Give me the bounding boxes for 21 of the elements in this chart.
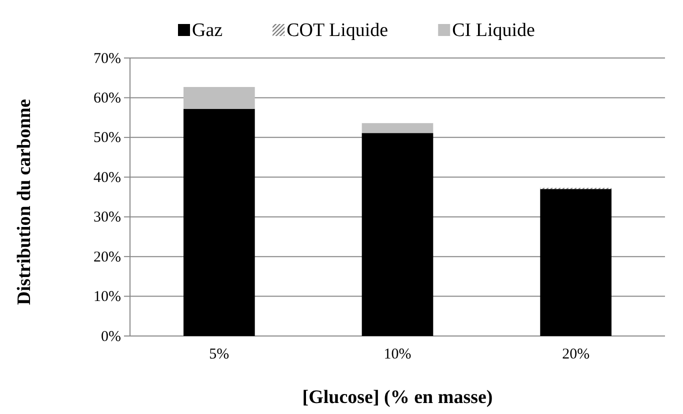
y-tick-label: 0% [101, 328, 121, 345]
x-axis-title: [Glucose] (% en masse) [302, 387, 493, 408]
legend-label: COT Liquide [286, 20, 388, 41]
legend-label: Gaz [192, 20, 223, 41]
x-tick-label: 5% [209, 346, 230, 363]
y-tick-label: 10% [94, 289, 121, 306]
bar [184, 86, 255, 109]
y-tick-label: 40% [94, 170, 121, 186]
bar [362, 133, 434, 336]
x-tick-label: 10% [384, 346, 412, 363]
y-tick-label: 50% [94, 130, 121, 146]
y-tick-label: 70% [94, 50, 121, 67]
bar [184, 108, 255, 336]
bar [362, 123, 434, 134]
x-tick-label: 20% [562, 346, 590, 363]
y-tick-label: 60% [94, 90, 121, 107]
y-axis-title: Distribution du carbonne [14, 99, 35, 305]
y-tick-label: 20% [94, 249, 121, 266]
legend-label: CI Liquide [452, 20, 535, 41]
bar [540, 189, 612, 336]
y-tick-label: 30% [94, 210, 121, 226]
